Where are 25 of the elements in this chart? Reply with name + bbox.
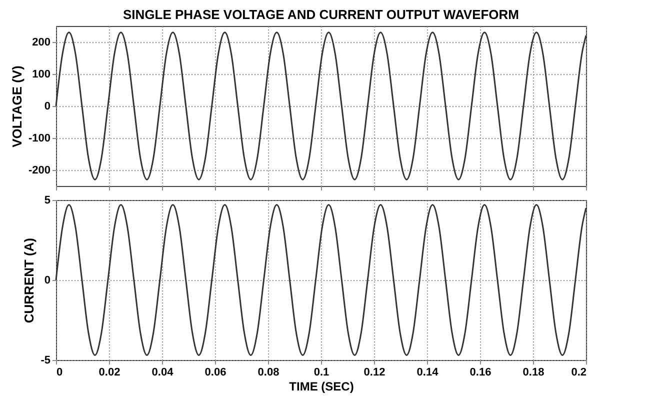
x-tick-label: 0.18: [522, 366, 544, 378]
y-axis-title: CURRENT (A): [22, 238, 37, 324]
x-tick-label: 0.1: [314, 366, 330, 378]
chart-title: SINGLE PHASE VOLTAGE AND CURRENT OUTPUT WAVEFORM: [122, 7, 520, 22]
y-axis-title: VOLTAGE (V): [9, 66, 24, 148]
x-tick-label: 0.08: [258, 366, 280, 378]
x-axis-title: TIME (SEC): [289, 380, 354, 394]
y-tick-label: -5: [40, 354, 50, 366]
y-tick-label: -100: [28, 132, 50, 144]
x-tick-label: 0.2: [571, 366, 586, 378]
line-series: [55, 32, 587, 180]
x-tick-label: 0.02: [98, 366, 120, 378]
y-tick-label: -200: [28, 164, 50, 176]
line-series: [55, 204, 587, 356]
x-tick-label: 0.16: [470, 366, 492, 378]
y-tick-label: 0: [44, 100, 50, 112]
x-tick-label: 0.12: [364, 366, 386, 378]
y-tick-label: 5: [44, 194, 50, 206]
x-tick-label: 0.04: [152, 366, 174, 378]
y-tick-label: 0: [44, 274, 50, 286]
y-tick-label: 200: [32, 36, 50, 48]
x-tick-label: 0.14: [416, 366, 440, 378]
x-tick-label: 0: [56, 366, 63, 378]
x-tick-label: 0.06: [204, 366, 226, 378]
y-tick-label: 100: [32, 68, 50, 80]
